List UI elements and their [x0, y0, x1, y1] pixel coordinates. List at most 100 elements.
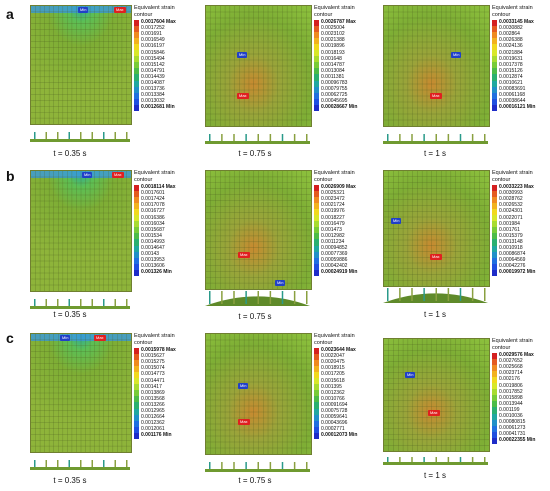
strain-legend: Equivalent strain contour 0.0017604 Max 0.0…: [134, 5, 194, 111]
legend-entry: 0.00024919 Min: [314, 270, 374, 276]
legend-title: Equivalent strain: [314, 5, 374, 11]
legend-title: contour: [134, 177, 194, 183]
legend-title: contour: [492, 12, 547, 18]
legend-value: 0.0019976: [321, 209, 345, 214]
legend-title: contour: [134, 12, 194, 18]
min-marker: Min: [405, 372, 415, 378]
time-label: t = 0.75 s: [210, 476, 300, 485]
support-base: [30, 296, 130, 306]
support-base: [383, 452, 488, 460]
time-label: t = 0.35 s: [25, 476, 115, 485]
min-marker: Min: [451, 52, 461, 58]
legend-swatch: [314, 270, 319, 276]
legend-title: contour: [492, 345, 547, 351]
legend-swatch: [492, 270, 497, 276]
support-base: [30, 129, 130, 139]
legend-entry: 0.00016121 Min: [492, 105, 547, 111]
legend-value: 0.0024136: [499, 44, 523, 49]
legend-entry: 0.00012073 Min: [314, 433, 374, 439]
min-marker: Min: [238, 383, 248, 389]
legend-value: 0.0012681 Min: [141, 105, 175, 110]
strain-contour-plot: [30, 5, 132, 125]
strain-contour-plot: [205, 333, 312, 455]
legend-swatch: [314, 433, 319, 439]
strain-contour-plot: [30, 170, 132, 292]
legend-title: contour: [314, 177, 374, 183]
panel-a-3: Min Max Equivalent strain contour 0.003314…: [383, 5, 543, 155]
legend-title: contour: [314, 12, 374, 18]
legend-swatch: [492, 438, 497, 444]
strain-contour-plot: [383, 170, 490, 287]
max-marker: Max: [430, 254, 442, 260]
legend-value: 0.0016197: [141, 44, 165, 49]
legend-entry: 0.001326 Min: [134, 270, 194, 276]
panel-b-3: Min Max Equivalent strain contour 0.003322…: [383, 170, 543, 320]
panel-c-3: Min Max Equivalent strain contour 0.002957…: [383, 338, 543, 483]
legend-swatch: [134, 270, 139, 276]
time-label: t = 0.35 s: [25, 310, 115, 319]
legend-value: 0.0015846: [141, 51, 165, 56]
legend-title: Equivalent strain: [134, 5, 194, 11]
strain-legend: Equivalent strain contour 0.0026909 Max 0.0…: [314, 170, 374, 276]
legend-value: 0.0019896: [321, 44, 345, 49]
strain-legend: Equivalent strain contour 0.0026787 Max 0.0…: [314, 5, 374, 111]
legend-value: 0.00022355 Min: [499, 438, 535, 443]
legend-title: contour: [492, 177, 547, 183]
time-label: t = 1 s: [390, 310, 480, 319]
panel-c-2: Min Max Equivalent strain contour 0.002364…: [205, 333, 345, 483]
time-label: t = 1 s: [390, 471, 480, 480]
legend-entry: 0.00019972 Min: [492, 270, 547, 276]
max-marker: Max: [114, 7, 126, 13]
max-marker: Max: [94, 335, 106, 341]
strain-legend: Equivalent strain contour 0.0033223 Max 0.0…: [492, 170, 547, 276]
legend-title: Equivalent strain: [314, 333, 374, 339]
panel-a-2: Min Max Equivalent strain contour 0.002678…: [205, 5, 345, 155]
strain-contour-plot: [383, 338, 490, 452]
support-base: [30, 457, 130, 467]
row-label-c: c: [6, 330, 14, 346]
time-label: t = 0.35 s: [25, 149, 115, 158]
legend-value: 0.002176: [499, 377, 520, 382]
row-label-b: b: [6, 168, 15, 184]
strain-legend: Equivalent strain contour 0.0023644 Max 0.0…: [314, 333, 374, 439]
legend-value: 0.00012073 Min: [321, 433, 357, 438]
legend-swatch: [492, 105, 497, 111]
max-marker: Max: [237, 93, 249, 99]
row-label-a: a: [6, 6, 14, 22]
strain-legend: Equivalent strain contour 0.0033145 Max 0.0…: [492, 5, 547, 111]
strain-contour-plot: [30, 333, 132, 453]
legend-title: Equivalent strain: [492, 5, 547, 11]
strain-legend: Equivalent strain contour 0.0015978 Max 0.0…: [134, 333, 194, 439]
legend-entry: 0.00022355 Min: [492, 438, 547, 444]
legend-value: 0.00028667 Min: [321, 105, 357, 110]
time-label: t = 0.75 s: [210, 149, 300, 158]
legend-value: 0.0024301: [499, 209, 523, 214]
legend-swatch: [134, 433, 139, 439]
min-marker: Min: [391, 218, 401, 224]
support-base: [205, 459, 310, 469]
max-marker: Max: [238, 252, 250, 258]
support-base: [205, 290, 310, 306]
min-marker: Min: [237, 52, 247, 58]
legend-title: Equivalent strain: [134, 170, 194, 176]
legend-value: 0.00024919 Min: [321, 270, 357, 275]
legend-value: 0.001176 Min: [141, 433, 172, 438]
legend-value: 0.0021884: [499, 51, 523, 56]
legend-title: Equivalent strain: [492, 338, 547, 344]
strain-contour-plot: [383, 5, 490, 127]
legend-value: 0.0022071: [499, 216, 523, 221]
panel-b-1: Min Max Equivalent strain contour 0.001811…: [30, 170, 170, 320]
min-marker: Min: [82, 172, 92, 178]
support-base: [383, 131, 488, 141]
panel-c-1: Min Max Equivalent strain contour 0.001597…: [30, 333, 170, 483]
strain-contour-plot: [205, 170, 312, 290]
time-label: t = 0.75 s: [210, 312, 300, 321]
legend-value: 0.0016386: [141, 216, 165, 221]
panel-a-1: Min Max Equivalent strain contour 0.001760…: [30, 5, 170, 155]
legend-value: 0.0017205: [321, 372, 345, 377]
legend-value: 0.0018193: [321, 51, 345, 56]
max-marker: Max: [428, 410, 440, 416]
legend-value: 0.0019806: [499, 384, 523, 389]
max-marker: Max: [238, 419, 250, 425]
time-label: t = 1 s: [390, 149, 480, 158]
